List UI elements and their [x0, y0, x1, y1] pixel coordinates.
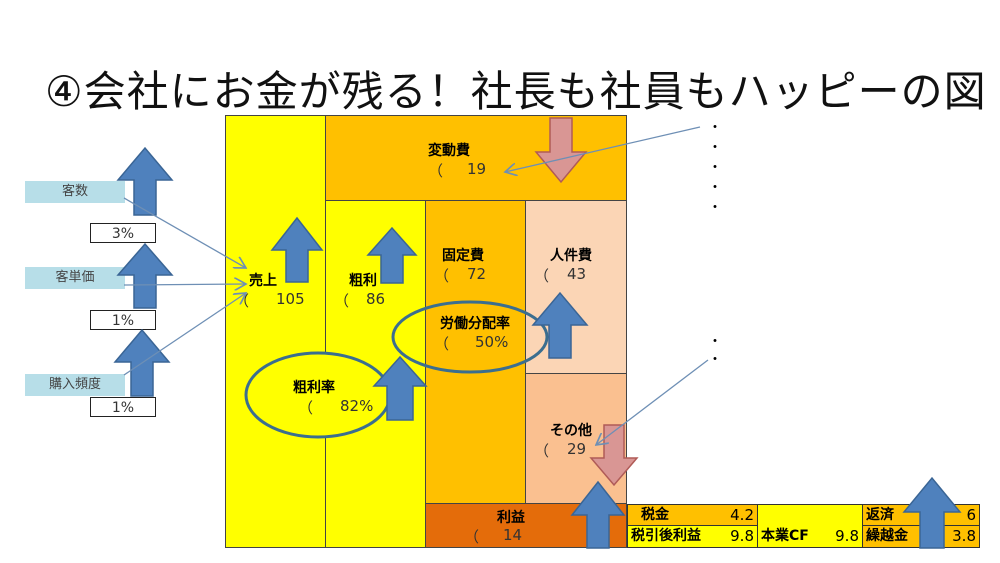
- other-label: その他: [550, 423, 592, 439]
- gross-profit-label: 粗利: [349, 273, 377, 289]
- gross-margin-paren: （: [298, 399, 314, 417]
- repay-label: 返済: [866, 507, 894, 523]
- driver-pct-frequency: 1%: [90, 397, 156, 417]
- fixed-cost-block: [425, 200, 526, 504]
- gross-profit-paren: （: [334, 292, 350, 310]
- up-arrow-icon: [531, 291, 589, 359]
- dot: ・: [708, 140, 722, 156]
- dot: ・: [708, 120, 722, 136]
- variable-cost-label: 変動費: [428, 143, 470, 159]
- driver-pct-unit-price: 1%: [90, 310, 156, 330]
- cf-value: 9.8: [835, 527, 859, 545]
- other-value: 29: [567, 440, 587, 458]
- after-tax-cell: 税引後利益 9.8: [627, 525, 758, 548]
- variable-cost-paren: （: [428, 162, 444, 180]
- up-arrow-icon: [372, 355, 428, 421]
- sales-label: 売上: [249, 273, 277, 289]
- up-arrow-icon: [116, 146, 174, 216]
- repay-value: 6: [966, 506, 976, 524]
- profit-paren: （: [464, 528, 480, 546]
- profit-label: 利益: [497, 510, 525, 526]
- dot: ・: [708, 334, 722, 350]
- gross-margin-value: 82%: [340, 397, 374, 415]
- up-arrow-icon: [366, 226, 418, 284]
- cf-label: 本業CF: [761, 528, 809, 544]
- cf-cell: 本業CF 9.8: [757, 504, 863, 548]
- up-arrow-icon: [902, 476, 962, 549]
- carry-value: 3.8: [952, 527, 976, 545]
- labor-share-paren: （: [434, 335, 450, 353]
- profit-value: 14: [503, 526, 523, 544]
- fixed-cost-paren: （: [434, 267, 450, 285]
- tax-cell: 税金 4.2: [627, 504, 758, 526]
- down-arrow-icon: [589, 424, 639, 487]
- labor-share-label: 労働分配率: [440, 316, 510, 332]
- labor-share-ellipse: [391, 300, 549, 374]
- personnel-label: 人件費: [550, 248, 592, 264]
- driver-label-frequency: 購入頻度: [25, 374, 125, 396]
- labor-share-value: 50%: [475, 333, 509, 351]
- sales-value: 105: [276, 290, 305, 308]
- personnel-value: 43: [567, 265, 587, 283]
- sales-paren: （: [234, 292, 250, 310]
- ellipsis-dots: ・・: [708, 333, 722, 369]
- personnel-paren: （: [534, 267, 550, 285]
- driver-label-unit-price: 客単価: [25, 267, 125, 289]
- variable-cost-value: 19: [467, 160, 487, 178]
- dot: ・: [708, 200, 722, 216]
- dot: ・: [708, 160, 722, 176]
- sales-block: [225, 115, 326, 548]
- up-arrow-icon: [116, 242, 174, 309]
- up-arrow-icon: [270, 216, 324, 283]
- dot: ・: [708, 180, 722, 196]
- ellipsis-dots: ・・・・・: [708, 118, 722, 218]
- after-tax-value: 9.8: [730, 527, 754, 545]
- fixed-cost-label: 固定費: [442, 248, 484, 264]
- driver-label-customers: 客数: [25, 181, 125, 203]
- personnel-block: [525, 200, 627, 374]
- other-paren: （: [534, 442, 550, 460]
- tax-label: 税金: [641, 507, 669, 523]
- carry-label: 繰越金: [866, 528, 908, 544]
- after-tax-label: 税引後利益: [631, 528, 701, 544]
- down-arrow-icon: [534, 117, 588, 184]
- up-arrow-icon: [570, 480, 626, 549]
- dot: ・: [708, 352, 722, 368]
- gross-profit-value: 86: [366, 290, 386, 308]
- page-title: ④会社にお金が残る！社長も社員もハッピーの図: [45, 67, 987, 116]
- gross-margin-label: 粗利率: [293, 380, 335, 396]
- fixed-cost-value: 72: [467, 265, 487, 283]
- tax-value: 4.2: [730, 506, 754, 524]
- driver-pct-customers: 3%: [90, 223, 156, 243]
